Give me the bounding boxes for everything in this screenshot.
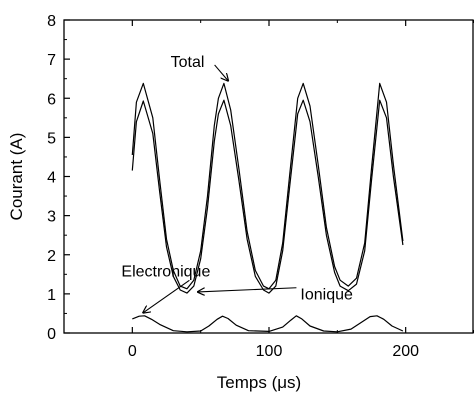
tick-labels: 0 100 200 0 1 2 3 4 5 6 7 8 bbox=[47, 13, 419, 360]
annotation-arrow bbox=[214, 64, 228, 81]
series-line-electronique bbox=[132, 315, 404, 333]
annotation-arrow bbox=[143, 279, 190, 312]
y-tick-label: 3 bbox=[47, 209, 56, 226]
annotation-total: Total bbox=[171, 54, 205, 71]
y-tick-label: 6 bbox=[47, 91, 56, 108]
annotation-ionique: Ionique bbox=[300, 287, 353, 304]
axis-ticks bbox=[63, 19, 474, 334]
y-tick-label: 1 bbox=[47, 287, 56, 304]
series-group bbox=[131, 82, 404, 333]
x-axis-title: Temps (μs) bbox=[217, 373, 301, 392]
series-line-ionique bbox=[131, 99, 404, 294]
y-axis-title: Courant (A) bbox=[7, 133, 26, 221]
y-tick-label: 2 bbox=[47, 248, 56, 265]
annotation-electronique: Electronique bbox=[121, 263, 210, 280]
annotations: Total Ionique Electronique bbox=[121, 54, 353, 313]
y-tick-label: 4 bbox=[47, 170, 56, 187]
plot-frame bbox=[63, 19, 474, 334]
y-tick-label: 0 bbox=[47, 326, 56, 343]
annotation-arrow bbox=[198, 287, 297, 292]
y-tick-label: 8 bbox=[47, 13, 56, 30]
series-line-total bbox=[131, 82, 404, 290]
y-tick-label: 7 bbox=[47, 52, 56, 69]
y-tick-label: 5 bbox=[47, 130, 56, 147]
x-tick-label: 0 bbox=[128, 343, 137, 360]
x-tick-label: 200 bbox=[392, 343, 419, 360]
x-tick-label: 100 bbox=[256, 343, 283, 360]
